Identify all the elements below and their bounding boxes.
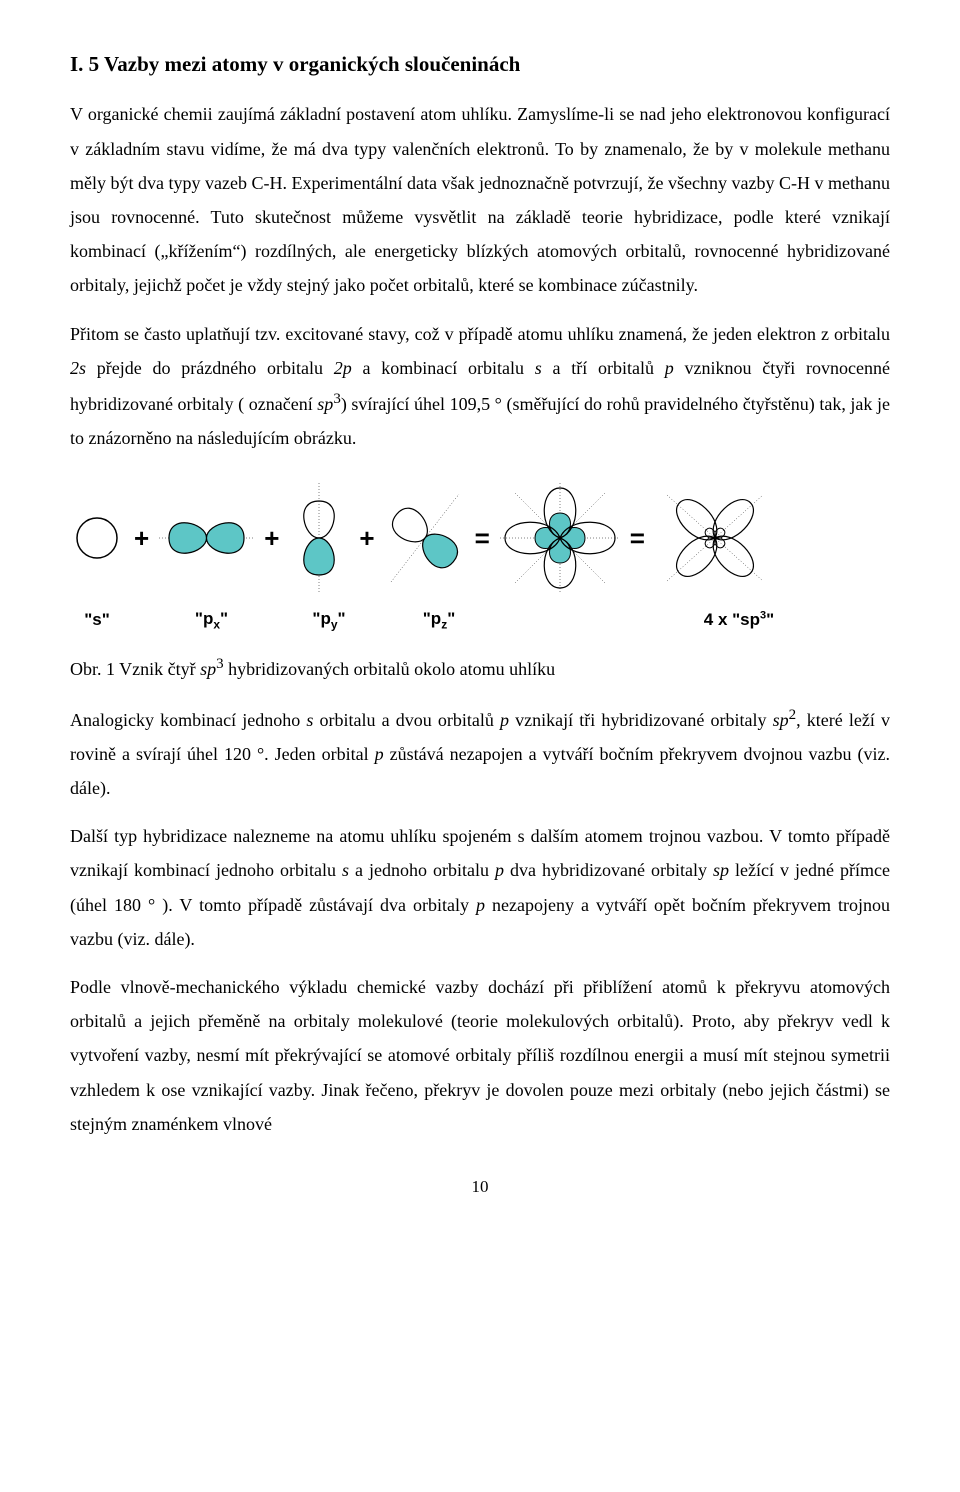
- orbital-row: + + + =: [70, 483, 890, 593]
- orbital-labels-row: "s" "px" "py" "pz" 4 x "sp3": [70, 603, 890, 636]
- equals-sign: =: [475, 514, 490, 563]
- plus-sign: +: [134, 514, 149, 563]
- orbital-diagram: + + + =: [70, 483, 890, 636]
- pz-orbital-icon: [385, 483, 465, 593]
- label-sp3: 4 x "sp3": [679, 604, 799, 636]
- plus-sign: +: [359, 514, 374, 563]
- figure-caption: Obr. 1 Vznik čtyř sp3 hybridizovaných or…: [70, 650, 890, 686]
- section-heading: I. 5 Vazby mezi atomy v organických slou…: [70, 50, 890, 79]
- label-px: "px": [164, 603, 259, 636]
- paragraph-2: Přitom se často uplatňují tzv. excitovan…: [70, 317, 890, 456]
- sp3-hybrid-colored-icon: [500, 483, 620, 593]
- sp3-hybrid-outline-icon: [655, 483, 775, 593]
- equals-sign: =: [630, 514, 645, 563]
- plus-sign: +: [264, 514, 279, 563]
- label-s: "s": [70, 604, 124, 636]
- label-py: "py": [299, 603, 359, 636]
- py-orbital-icon: [289, 483, 349, 593]
- page-number: 10: [70, 1171, 890, 1203]
- s-orbital-icon: [70, 483, 124, 593]
- paragraph-5: Podle vlnově-mechanického výkladu chemic…: [70, 970, 890, 1141]
- paragraph-4: Další typ hybridizace nalezneme na atomu…: [70, 819, 890, 956]
- paragraph-3: Analogicky kombinací jednoho s orbitalu …: [70, 701, 890, 806]
- label-pz: "pz": [399, 603, 479, 636]
- paragraph-1: V organické chemii zaujímá základní post…: [70, 97, 890, 302]
- px-orbital-icon: [159, 483, 254, 593]
